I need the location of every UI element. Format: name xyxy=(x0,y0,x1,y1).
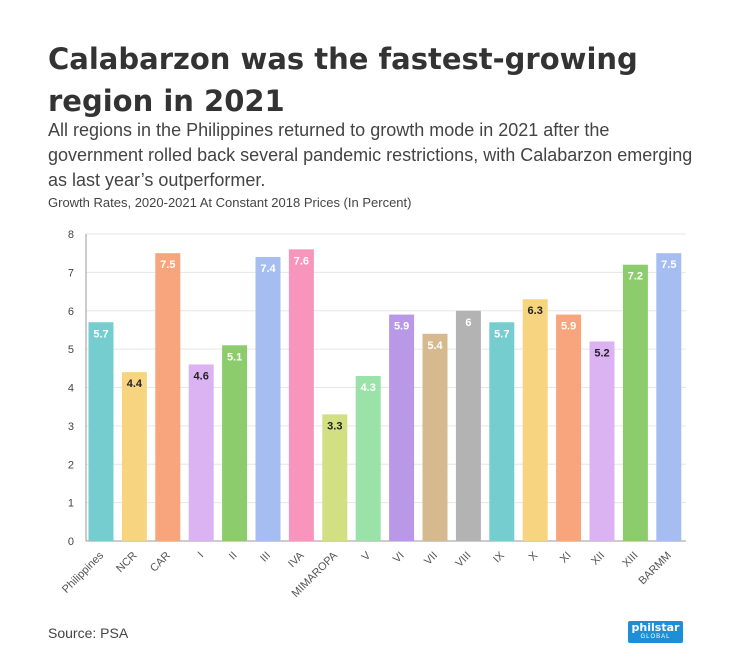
bar xyxy=(188,364,214,541)
value-label: 5.7 xyxy=(93,328,108,340)
value-labels: 5.7 4.4 7.5 4.6 5.1 7.4 7.6 3.3 4.3 5.9 5.4 6 5.7 6.3… xyxy=(93,255,676,432)
x-tick-label: V xyxy=(360,549,374,563)
bar xyxy=(355,375,381,541)
value-label: 6 xyxy=(465,317,471,329)
x-tick-label: III xyxy=(258,550,273,565)
bar xyxy=(121,372,147,541)
value-label: 7.2 xyxy=(628,271,643,283)
bar xyxy=(455,310,481,541)
x-tick-label: Philippines xyxy=(60,549,106,595)
x-tick-label: CAR xyxy=(148,550,173,575)
x-tick-label: NCR xyxy=(114,550,139,575)
bars xyxy=(88,249,682,541)
value-label: 5.4 xyxy=(427,340,443,352)
y-tick-label: 6 xyxy=(68,306,74,318)
bar xyxy=(622,264,648,541)
bar xyxy=(489,322,515,541)
y-tick-label: 7 xyxy=(68,267,74,279)
philstar-logo: philstar GLOBAL xyxy=(628,621,683,643)
bar xyxy=(389,314,415,541)
x-tick-label: BARMM xyxy=(636,550,673,587)
bar xyxy=(556,314,582,541)
bar xyxy=(322,414,348,541)
chart-note: Growth Rates, 2020-2021 At Constant 2018… xyxy=(48,195,412,210)
x-tick-label: IVA xyxy=(286,549,307,570)
bar-chart: 0 1 2 3 4 5 6 7 8 5.7 4.4 7.5 4.6 5.1 7.4 7.6 3.3 4.3 5.9… xyxy=(60,229,686,600)
value-label: 5.9 xyxy=(394,321,409,333)
bar xyxy=(589,341,615,541)
bar xyxy=(88,322,114,541)
value-label: 5.2 xyxy=(594,347,609,359)
x-tick-label: I xyxy=(196,550,207,561)
value-label: 7.5 xyxy=(661,259,676,271)
y-tick-label: 4 xyxy=(68,383,74,395)
bar xyxy=(255,257,281,541)
x-tick-label: II xyxy=(227,550,240,563)
y-tick-label: 5 xyxy=(68,344,74,356)
y-tick-label: 3 xyxy=(68,421,74,433)
value-label: 6.3 xyxy=(528,305,543,317)
bar xyxy=(656,253,682,541)
bar xyxy=(155,253,181,541)
y-axis-ticks: 0 1 2 3 4 5 6 7 8 xyxy=(68,229,74,548)
bar xyxy=(522,299,548,541)
y-tick-label: 1 xyxy=(68,498,74,510)
value-label: 5.9 xyxy=(561,321,576,333)
value-label: 7.6 xyxy=(294,255,309,267)
bar xyxy=(422,333,448,541)
value-label: 3.3 xyxy=(327,420,342,432)
x-tick-label: VI xyxy=(391,550,407,566)
logo-text: philstar xyxy=(631,621,680,634)
x-tick-label: VII xyxy=(422,550,440,568)
value-label: 5.7 xyxy=(494,328,509,340)
bar xyxy=(222,345,248,541)
gridlines xyxy=(85,233,686,542)
value-label: 4.3 xyxy=(361,382,376,394)
bar xyxy=(288,249,314,541)
x-tick-label: IX xyxy=(491,549,507,565)
chart-title: Calabarzon was the fastest-growing regio… xyxy=(48,42,638,118)
y-tick-label: 0 xyxy=(68,536,74,548)
x-tick-label: XIII xyxy=(620,550,640,570)
logo-subtext: GLOBAL xyxy=(640,634,671,640)
value-label: 4.6 xyxy=(194,370,209,382)
value-label: 7.5 xyxy=(160,259,175,271)
x-tick-label: X xyxy=(527,549,541,563)
value-label: 7.4 xyxy=(260,263,276,275)
x-tick-label: XI xyxy=(558,550,574,566)
x-tick-label: VIII xyxy=(453,550,473,570)
source-note: Source: PSA xyxy=(48,625,129,641)
y-tick-label: 8 xyxy=(68,229,74,241)
value-label: 5.1 xyxy=(227,351,242,363)
chart-subtitle: All regions in the Philippines returned … xyxy=(48,120,693,190)
y-tick-label: 2 xyxy=(68,459,74,471)
value-label: 4.4 xyxy=(127,378,143,390)
x-tick-label: XII xyxy=(589,550,607,568)
